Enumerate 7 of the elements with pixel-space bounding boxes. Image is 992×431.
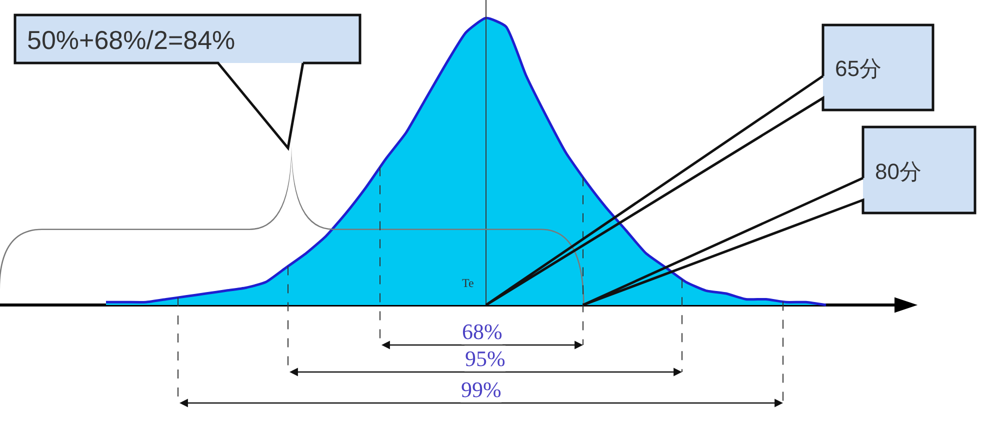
annotation: Te <box>462 276 474 290</box>
annotation: 50%+68%/2=84% <box>27 25 236 55</box>
annotation: 65分 <box>835 56 882 81</box>
text: 80分 <box>875 159 922 184</box>
text: 95% <box>465 346 506 371</box>
text: 99% <box>461 377 502 402</box>
text: 68% <box>462 319 502 344</box>
